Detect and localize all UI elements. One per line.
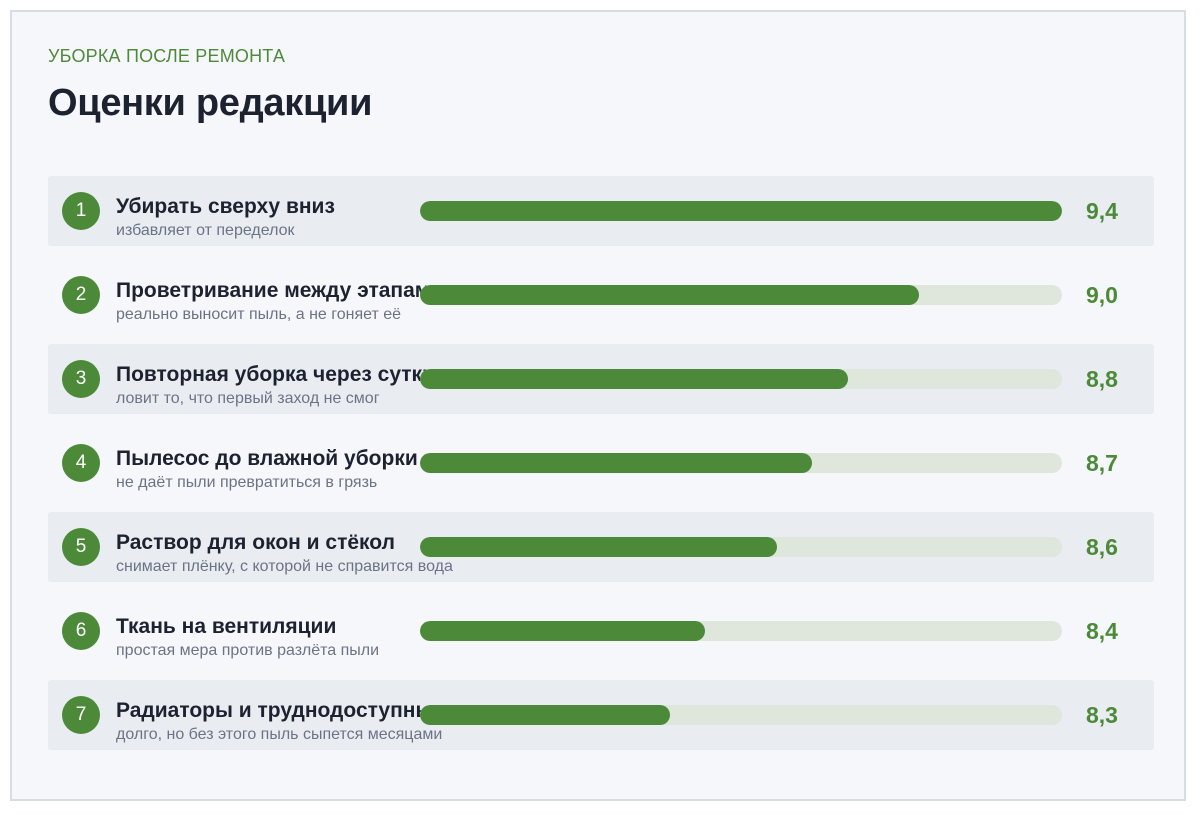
item-label: Убирать сверху вниз: [116, 195, 335, 218]
ratings-card: УБОРКА ПОСЛЕ РЕМОНТА Оценки редакции 1 У…: [10, 10, 1186, 801]
item-note: долго, но без этого пыль сыпется месяцам…: [116, 726, 443, 743]
item-note: снимает плёнку, с которой не справится в…: [116, 558, 453, 575]
rating-row: 6 Ткань на вентиляции простая мера проти…: [48, 596, 1154, 666]
score-bar-fill: [420, 453, 813, 473]
score-bar-fill: [420, 705, 670, 725]
score-bar-fill: [420, 285, 920, 305]
score-value: 9,4: [1086, 198, 1118, 224]
score-bar-track: [420, 537, 1062, 557]
rating-row: 5 Раствор для окон и стёкол снимает плён…: [48, 512, 1154, 582]
item-note: ловит то, что первый заход не смог: [116, 390, 380, 407]
item-label: Ткань на вентиляции: [116, 615, 337, 638]
item-label: Повторная уборка через сутки: [116, 363, 435, 386]
rank-badge: 5: [62, 528, 100, 566]
rating-row: 3 Повторная уборка через сутки ловит то,…: [48, 344, 1154, 414]
rating-row: 1 Убирать сверху вниз избавляет от перед…: [48, 176, 1154, 246]
rank-badge: 2: [62, 276, 100, 314]
ratings-list: 1 Убирать сверху вниз избавляет от перед…: [48, 176, 1154, 764]
score-value: 8,7: [1086, 450, 1118, 476]
score-bar-track: [420, 201, 1062, 221]
score-value: 8,6: [1086, 534, 1118, 560]
rank-badge: 7: [62, 696, 100, 734]
item-note: реально выносит пыль, а не гоняет её: [116, 306, 402, 323]
score-bar-track: [420, 369, 1062, 389]
rating-row: 7 Радиаторы и труднодоступные долго, но …: [48, 680, 1154, 750]
item-note: избавляет от переделок: [116, 222, 295, 239]
score-bar-fill: [420, 537, 777, 557]
score-bar-track: [420, 621, 1062, 641]
score-bar-track: [420, 453, 1062, 473]
item-label: Раствор для окон и стёкол: [116, 531, 395, 554]
score-value: 9,0: [1086, 282, 1118, 308]
rating-row: 2 Проветривание между этапами реально вы…: [48, 260, 1154, 330]
rank-badge: 6: [62, 612, 100, 650]
category-eyebrow: УБОРКА ПОСЛЕ РЕМОНТА: [48, 46, 286, 66]
rating-row: 4 Пылесос до влажной уборки не даёт пыли…: [48, 428, 1154, 498]
rank-badge: 1: [62, 192, 100, 230]
rank-badge: 3: [62, 360, 100, 398]
score-value: 8,3: [1086, 702, 1118, 728]
score-bar-fill: [420, 201, 1062, 221]
item-note: простая мера против разлёта пыли: [116, 642, 380, 659]
score-value: 8,8: [1086, 366, 1118, 392]
score-bar-fill: [420, 621, 706, 641]
score-bar-track: [420, 705, 1062, 725]
score-value: 8,4: [1086, 618, 1118, 644]
item-label: Проветривание между этапами: [116, 279, 444, 302]
item-label: Пылесос до влажной уборки: [116, 447, 418, 470]
item-note: не даёт пыли превратиться в грязь: [116, 474, 378, 491]
score-bar-track: [420, 285, 1062, 305]
score-bar-fill: [420, 369, 848, 389]
rank-badge: 4: [62, 444, 100, 482]
item-label: Радиаторы и труднодоступные: [116, 699, 446, 722]
page-title: Оценки редакции: [48, 82, 373, 124]
